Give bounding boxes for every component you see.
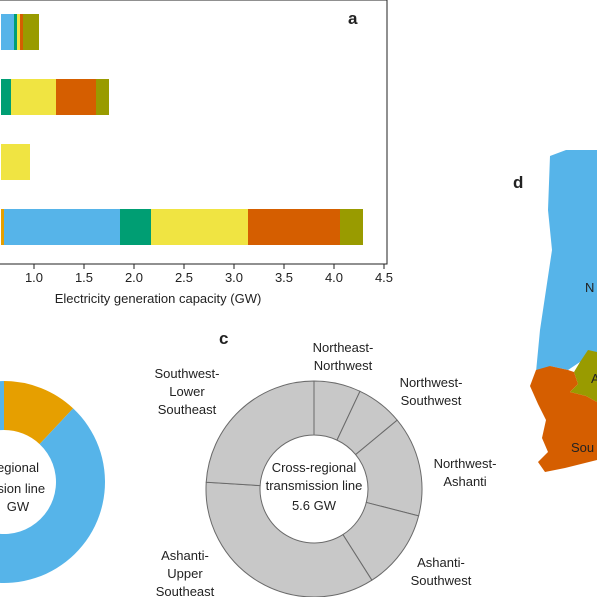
panel-d: d N A Sou (513, 150, 597, 472)
bar-1-segment-0 (1, 79, 11, 115)
x-tick-label: 2.0 (125, 270, 143, 285)
bar-0-segment-1 (14, 14, 17, 50)
panel-a: a 1.0 1.5 2.0 2.5 3.0 3.5 4.0 4.5 Electricity g… (0, 0, 393, 306)
bar-0-segment-3 (20, 14, 23, 50)
bar-3-segment-5 (340, 209, 363, 245)
donut-b-slice-1 (0, 381, 105, 583)
donut-chart-c: Northeast- Northwest Northwest- Southwest No… (154, 340, 496, 597)
x-tick-label: 3.0 (225, 270, 243, 285)
x-tick-label: 4.0 (325, 270, 343, 285)
map-region-north (536, 150, 597, 372)
map-label-south: Sou (571, 440, 594, 455)
panel-label-c: c (219, 329, 228, 348)
donut-c-center-text: Cross-regional (272, 460, 357, 475)
map-region-ashanti (570, 350, 597, 402)
x-tick-label: 2.5 (175, 270, 193, 285)
donut-c-center-text: 5.6 GW (292, 498, 337, 513)
x-axis-title: Electricity generation capacity (GW) (55, 291, 262, 306)
donut-c-slice-5 (205, 380, 315, 487)
donut-c-label: Southwest (401, 393, 462, 408)
x-axis: 1.0 1.5 2.0 2.5 3.0 3.5 4.0 4.5 (25, 264, 393, 285)
bar-chart (1, 14, 363, 245)
plot-area-frame (0, 0, 388, 265)
bar-1-segment-1 (11, 79, 56, 115)
map-label-ashanti: A (591, 371, 597, 386)
donut-c-center-text: transmission line (266, 478, 363, 493)
donut-c-label: Upper (167, 566, 203, 581)
map-label-north: N (585, 280, 594, 295)
donut-c-label: Northwest- (400, 375, 463, 390)
bar-0-segment-4 (23, 14, 39, 50)
x-tick-label: 1.5 (75, 270, 93, 285)
donut-chart-b: egional ssion line GW (0, 381, 105, 583)
bar-2-segment-0 (1, 144, 30, 180)
donut-c-label: Ashanti (443, 474, 486, 489)
donut-c-label: Northwest- (434, 456, 497, 471)
bar-3-segment-3 (151, 209, 248, 245)
panel-c: c Northeast- Northwest Northwest- Southwest… (154, 329, 496, 597)
map-region-south (530, 366, 597, 472)
x-tick-label: 3.5 (275, 270, 293, 285)
donut-c-label: Northeast- (313, 340, 374, 355)
donut-b-center-text: GW (7, 499, 30, 514)
x-tick-label: 4.5 (375, 270, 393, 285)
donut-b-center-text: ssion line (0, 481, 45, 496)
bar-1-segment-3 (96, 79, 109, 115)
bar-0-segment-2 (17, 14, 20, 50)
bar-3-segment-1 (4, 209, 120, 245)
bar-0-segment-0 (1, 14, 14, 50)
bar-1-segment-2 (56, 79, 96, 115)
donut-b-slice-0 (4, 381, 74, 445)
donut-c-label: Southwest (411, 573, 472, 588)
donut-c-label: Southeast (156, 584, 215, 597)
donut-b-center-text: egional (0, 460, 39, 475)
donut-c-label: Southeast (158, 402, 217, 417)
donut-c-label: Ashanti- (161, 548, 209, 563)
donut-c-label: Ashanti- (417, 555, 465, 570)
bar-3-segment-0 (1, 209, 4, 245)
panel-label-d: d (513, 173, 523, 192)
panel-label-a: a (348, 9, 358, 28)
donut-c-label: Lower (169, 384, 205, 399)
bar-3-segment-2 (120, 209, 151, 245)
x-tick-label: 1.0 (25, 270, 43, 285)
donut-c-label: Northwest (314, 358, 373, 373)
donut-c-label: Southwest- (154, 366, 219, 381)
bar-3-segment-4 (248, 209, 340, 245)
